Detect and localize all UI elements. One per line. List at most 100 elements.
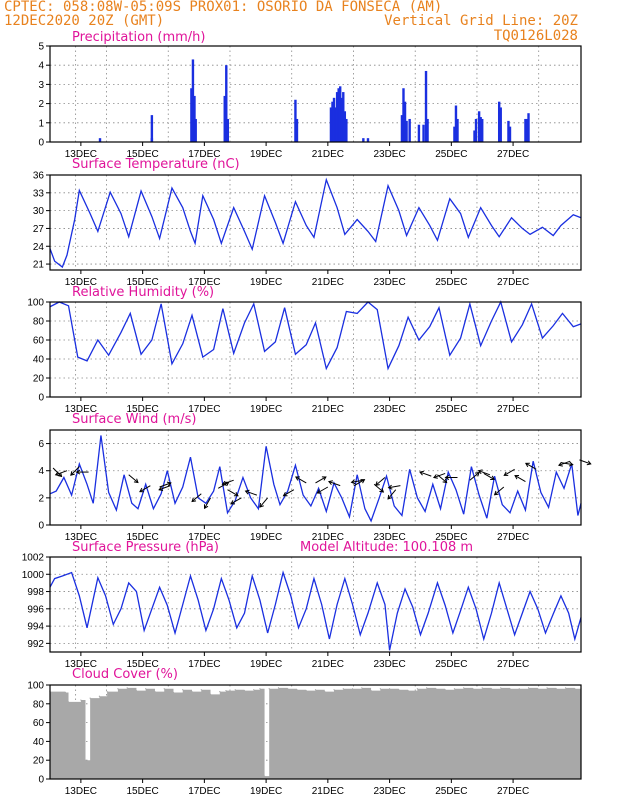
temp-line (49, 177, 582, 269)
cloud-area (50, 687, 581, 779)
cloud-point (106, 690, 108, 693)
wind-arrow (128, 474, 139, 484)
wind-xtick-label: 13DEC (65, 532, 97, 543)
wind-arrow (282, 489, 295, 497)
precip-xtick-label: 19DEC (250, 149, 282, 160)
pressure-xtick-label: 17DEC (188, 659, 220, 670)
wind-xtick-label: 17DEC (188, 532, 220, 543)
pressure-xtick-label: 23DEC (373, 659, 405, 670)
cloud-point (287, 688, 289, 690)
precip-bar (362, 138, 365, 142)
precip-ytick-label: 3 (38, 80, 44, 91)
temp-ytick-label: 27 (33, 224, 45, 235)
precip-bar (342, 92, 345, 142)
precip-bar (417, 124, 421, 142)
precip-bar (527, 113, 530, 142)
temp-xtick-label: 27DEC (497, 277, 529, 288)
precip-bar (226, 118, 230, 142)
wind-xtick-label: 15DEC (126, 532, 158, 543)
precip-xtick-label: 15DEC (126, 149, 158, 160)
temp-xtick-label: 21DEC (312, 277, 344, 288)
temp-ytick-label: 36 (33, 171, 45, 182)
wind-arrow (316, 486, 329, 494)
cloud-xtick-label: 27DEC (497, 786, 529, 797)
cloud-point (426, 687, 428, 689)
precip-ytick-label: 2 (38, 99, 44, 110)
cloud-ytick-label: 0 (38, 775, 44, 786)
wind-arrow (432, 472, 446, 479)
wind-arrow (54, 470, 68, 477)
wind-arrow (560, 461, 574, 467)
cloud-point (200, 689, 202, 691)
cloud-point (351, 688, 354, 690)
precip-bar (98, 138, 102, 142)
pressure-xtick-label: 21DEC (312, 659, 344, 670)
cloud-point (314, 689, 317, 691)
cloud-point (277, 687, 280, 689)
precip-bar (294, 99, 297, 142)
cloud-point (564, 687, 567, 689)
rh-ytick-label: 100 (27, 298, 44, 309)
cloud-point (500, 687, 502, 689)
cloud-xtick-label: 19DEC (250, 786, 282, 797)
precip-xtick-label: 21DEC (312, 149, 344, 160)
cloud-panel: 0 20 40 60 80 100 13DEC 15DEC 17DEC 19DEC 21DEC 23D… (27, 681, 582, 797)
wind-arrow (328, 480, 341, 487)
precip-bar (329, 107, 333, 142)
wind-arrow (295, 476, 307, 484)
cloud-point (342, 688, 344, 690)
precip-bar (150, 115, 154, 142)
wind-arrow (315, 476, 327, 484)
precip-bar (345, 118, 348, 142)
wind-line (49, 435, 582, 523)
precip-bar (332, 97, 336, 142)
cloud-point (117, 688, 119, 690)
precip-bar (499, 107, 502, 142)
cloud-point (305, 690, 307, 692)
precip-bar (422, 124, 425, 142)
temp-ytick-label: 30 (33, 206, 45, 217)
precip-bar (524, 118, 527, 142)
pressure-ytick-label: 996 (27, 604, 44, 615)
cloud-point (67, 701, 70, 703)
cloud-xtick-label: 13DEC (65, 786, 97, 797)
cloud-title: Cloud Cover (%) (72, 667, 178, 682)
wind-ytick-label: 2 (38, 493, 44, 504)
rh-xtick-label: 25DEC (435, 404, 467, 415)
wind-arrow (158, 485, 171, 492)
temp-xtick-label: 25DEC (435, 277, 467, 288)
precip-panel: 0 1 2 3 4 5 13DEC 15DEC 17DEC 19DEC 21DEC 23DEC 25DE… (38, 42, 582, 160)
precip-bar (424, 70, 428, 142)
rh-xtick-label: 21DEC (312, 404, 344, 415)
cloud-point (416, 688, 418, 690)
cloud-ytick-label: 100 (27, 681, 44, 692)
cloud-point (219, 690, 221, 693)
cloud-point (64, 691, 67, 694)
precip-bar (474, 118, 478, 142)
wind-arrow (203, 497, 211, 510)
precip-xtick-label: 25DEC (435, 149, 467, 160)
header-grid-note: Vertical Grid Line: 20Z (384, 13, 578, 29)
wind-arrow (525, 462, 537, 470)
wind-xtick-label: 25DEC (435, 532, 467, 543)
wind-arrow (558, 460, 571, 467)
wind-xtick-label: 27DEC (497, 532, 529, 543)
temp-ytick-label: 33 (33, 188, 45, 199)
cloud-point (234, 689, 236, 691)
cloud-ytick-label: 40 (33, 737, 45, 748)
rh-xtick-label: 15DEC (126, 404, 158, 415)
precip-bar (335, 92, 339, 142)
cloud-point (263, 775, 266, 777)
precip-xtick-label: 17DEC (188, 149, 220, 160)
pressure-xtick-label: 15DEC (126, 659, 158, 670)
precip-bar (508, 126, 512, 142)
cloud-frame (49, 684, 582, 780)
pressure-line (49, 570, 582, 651)
cloud-point (388, 688, 391, 690)
cloud-point (154, 690, 156, 693)
wind-arrow (387, 489, 397, 500)
cloud-point (463, 687, 465, 689)
rh-ytick-label: 80 (33, 317, 45, 328)
pressure-frame (49, 556, 582, 653)
